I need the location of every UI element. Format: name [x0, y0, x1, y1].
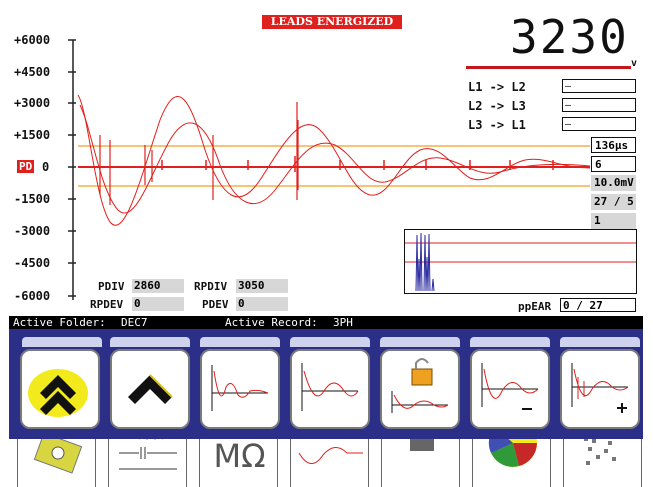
tab-strip — [470, 337, 550, 347]
surge-wave-icon — [301, 363, 359, 411]
pdiv-value: 2860 — [132, 279, 184, 293]
insulation-resistance-icon: MΩ — [213, 437, 266, 475]
capacitor-icon — [119, 436, 177, 470]
surge-trace-1 — [77, 94, 591, 226]
y-tick-label: +6000 — [14, 33, 51, 47]
save-icon — [410, 433, 434, 451]
y-tick-label: +3000 — [14, 96, 51, 110]
surge-trace-2 — [79, 104, 591, 214]
tab-strip — [290, 337, 370, 347]
level-reading: 10.0mV — [591, 175, 636, 191]
active-record-value: 3PH — [333, 316, 353, 329]
pdev-value: 0 — [236, 297, 288, 311]
surge-wave-button[interactable] — [290, 349, 370, 429]
save-tab[interactable] — [381, 432, 460, 487]
active-folder-label: Active Folder: — [13, 316, 106, 329]
surge-decay-icon — [211, 365, 269, 411]
surge-wave-icon — [298, 447, 363, 464]
y-tick-label: -4500 — [14, 256, 51, 270]
tab-strip — [560, 337, 640, 347]
y-tick-label: 0 — [42, 160, 50, 174]
pd-marker: PD — [17, 160, 35, 173]
lead-label: L1 -> L2 — [468, 80, 526, 94]
active-folder-value: DEC7 — [121, 316, 148, 329]
voltage-readout: 3230 — [510, 10, 629, 64]
y-tick-label: -1500 — [14, 192, 51, 206]
tab-strip — [110, 337, 190, 347]
time-reading: 136µs — [591, 137, 636, 153]
wave-minus-icon — [481, 363, 539, 410]
chevron-up-icon — [128, 374, 173, 404]
count-reading: 6 — [591, 156, 636, 172]
lead-value: – — [562, 117, 636, 131]
page-up-fast-button[interactable] — [20, 349, 100, 429]
page-up-button[interactable] — [110, 349, 190, 429]
rpdiv-value: 3050 — [236, 279, 288, 293]
capacitor-tab[interactable] — [108, 432, 187, 487]
leads-energized-banner: LEADS ENERGIZED — [262, 15, 402, 29]
inset-spectrum — [404, 229, 637, 294]
motor-icon — [33, 433, 83, 474]
tab-strip — [380, 337, 460, 347]
voltage-underline — [466, 66, 631, 69]
rpdev-value: 0 — [132, 297, 184, 311]
tab-strip — [22, 337, 102, 347]
rpdev-label: RPDEV — [90, 298, 124, 311]
y-tick-label: -6000 — [14, 289, 51, 303]
ppear-value: 0 / 27 — [560, 298, 636, 312]
lead-value: – — [562, 98, 636, 112]
surge-tab[interactable] — [290, 432, 369, 487]
lead-label: L3 -> L1 — [468, 118, 526, 132]
ratio-reading: 27 / 5 — [591, 194, 636, 210]
rpdiv-label: RPDIV — [194, 280, 228, 293]
index-reading: 1 — [591, 213, 636, 229]
lock-wave-icon — [391, 358, 449, 413]
motor-tab[interactable] — [17, 432, 96, 487]
active-record-label: Active Record: — [225, 316, 318, 329]
lead-value: – — [562, 79, 636, 93]
wave-plus-button[interactable] — [560, 349, 640, 429]
insulation-resistance-tab[interactable]: MΩ — [199, 432, 278, 487]
y-tick-label: +4500 — [14, 65, 51, 79]
lead-label: L2 -> L3 — [468, 99, 526, 113]
tab-strip — [200, 337, 280, 347]
wave-plus-icon — [571, 363, 629, 413]
voltage-unit: v — [631, 58, 638, 69]
surge-decay-button[interactable] — [200, 349, 280, 429]
noise-pattern-tab[interactable] — [563, 432, 642, 487]
double-chevron-up-icon — [28, 369, 88, 417]
y-tick-label: -3000 — [14, 224, 51, 238]
wave-minus-button[interactable] — [470, 349, 550, 429]
noise-pattern-icon — [584, 435, 616, 465]
pie-chart-tab[interactable] — [472, 432, 551, 487]
pie-chart-icon — [488, 433, 537, 467]
pdiv-label: PDIV — [98, 280, 125, 293]
ppear-label: ppEAR — [518, 300, 552, 313]
y-tick-label: +1500 — [14, 128, 51, 142]
status-bar: Active Folder: DEC7 Active Record: 3PH — [9, 316, 643, 329]
pdev-label: PDEV — [202, 298, 229, 311]
lock-wave-button[interactable] — [380, 349, 460, 429]
waveform-plot — [68, 39, 591, 300]
